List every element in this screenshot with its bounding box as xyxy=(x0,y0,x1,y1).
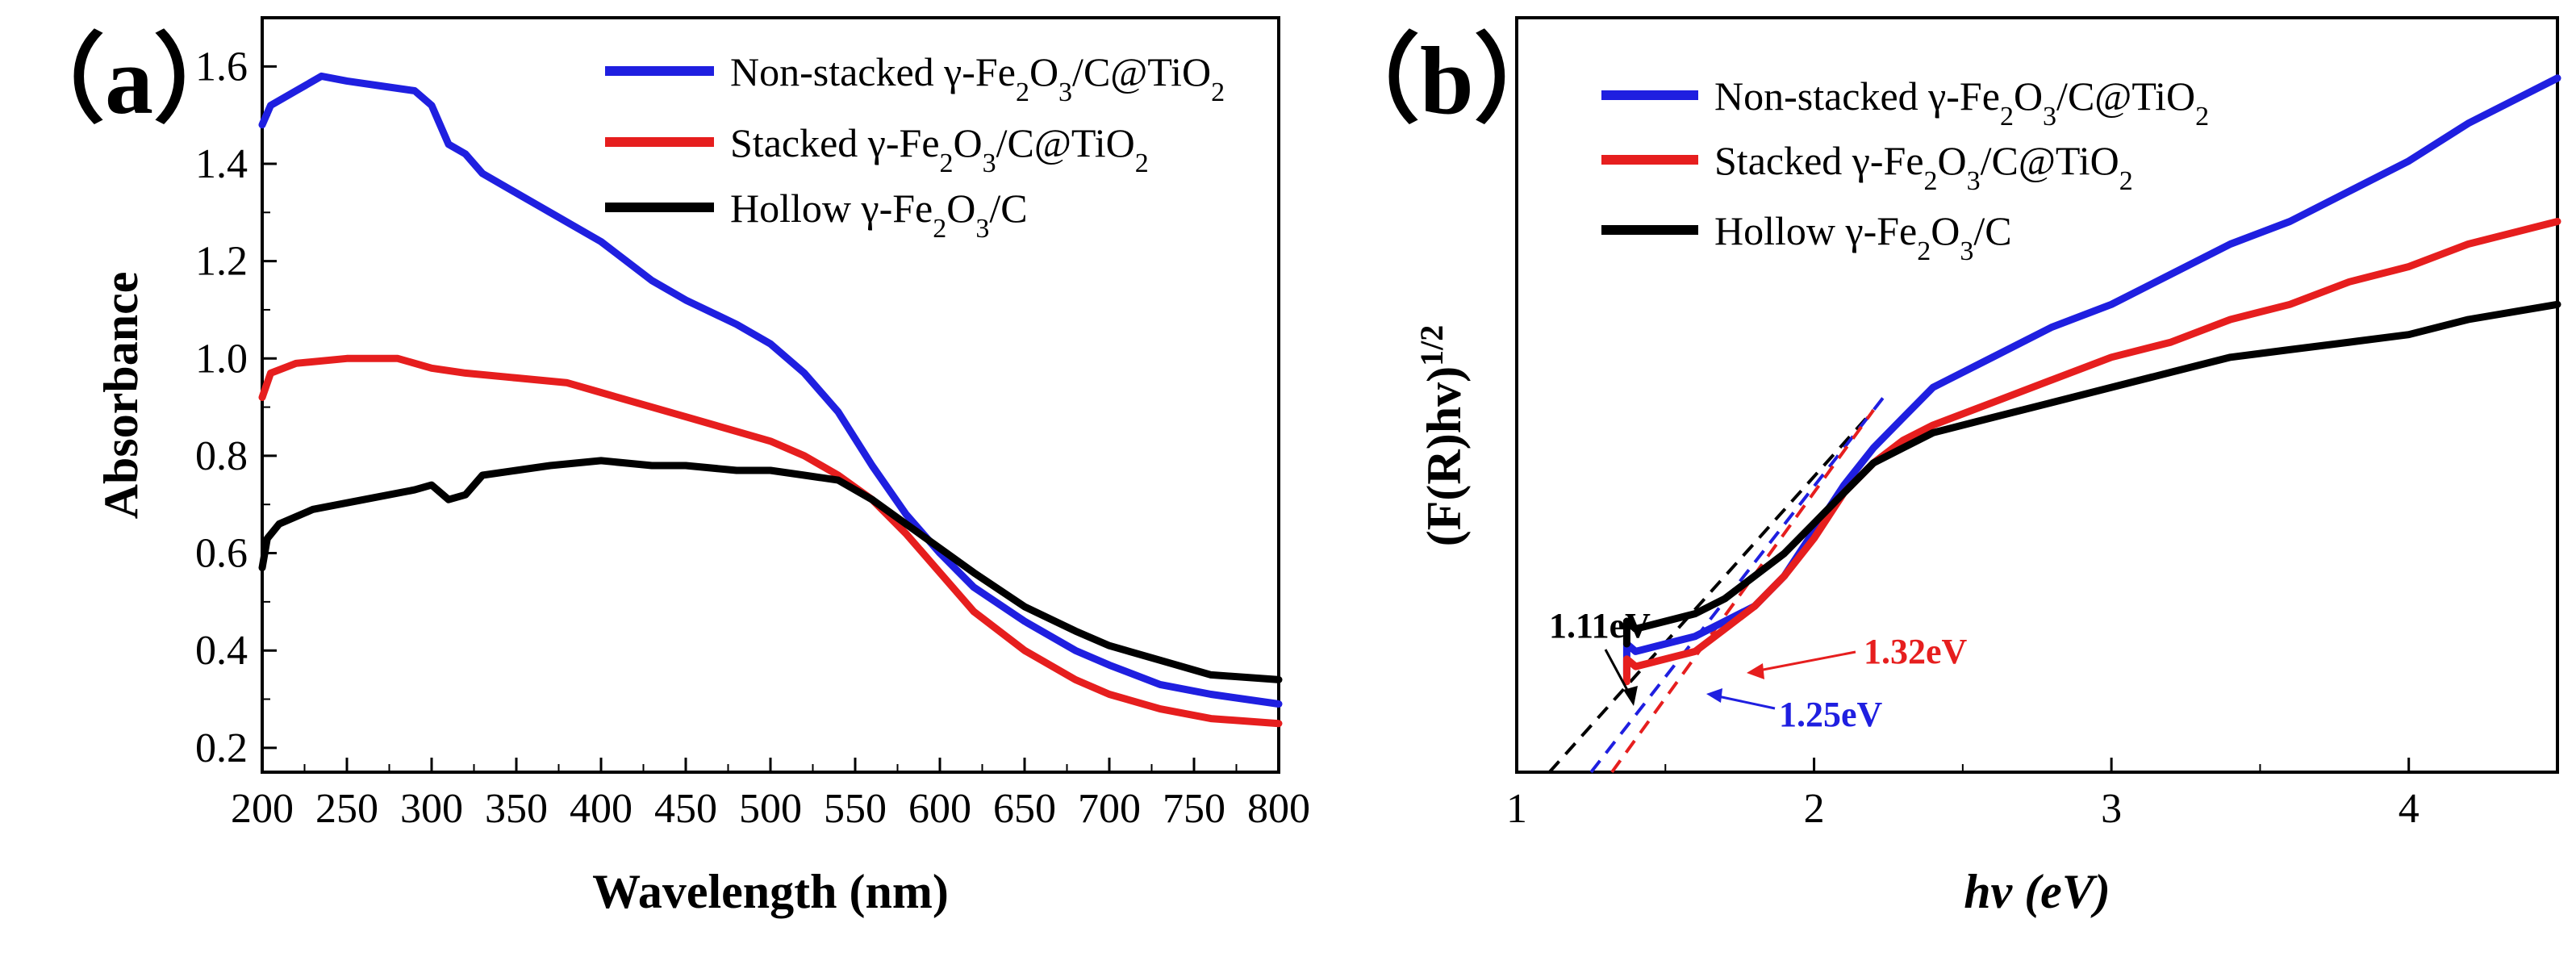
panel-b-tangent-line-3 xyxy=(1610,409,1875,774)
annotation-1-32ev: 1.32eV xyxy=(1864,632,1968,671)
panel-a-y-tick-label: 1.4 xyxy=(195,141,248,187)
panel-a-series-line-2 xyxy=(258,354,1283,728)
panel-b-legend: Non-stacked γ-Fe2O3/C@TiO2 Stacked γ-Fe2… xyxy=(1601,73,2209,266)
panel-b-series-line-3 xyxy=(1622,300,2561,648)
panel-a-x-tick-label: 500 xyxy=(739,786,802,832)
panel-a-y-tick-label: 0.2 xyxy=(195,725,248,771)
panel-b-annotations: 1.11eV 1.32eV 1.25eV xyxy=(1549,606,1968,734)
panel-b-x-tick-label: 1 xyxy=(1506,786,1527,832)
panel-a-series xyxy=(258,72,1283,728)
panel-b-legend-label-3: Hollow γ-Fe2O3/C xyxy=(1714,208,2012,266)
panel-a-legend-label-3: Hollow γ-Fe2O3/C xyxy=(730,186,1028,244)
panel-a-x-tick-label: 750 xyxy=(1163,786,1225,832)
annotation-1-32ev-arrow xyxy=(1754,650,1856,673)
panel-a-x-tick-label: 200 xyxy=(231,786,294,832)
panel-b: （b） 1 2 3 4 hv (eV) (F(R)hv)1/2 Non-stacked… xyxy=(1323,16,2561,918)
panel-a-label: （a） xyxy=(8,27,250,134)
panel-b-plot-frame xyxy=(1515,16,2559,774)
panel-b-tangent-lines xyxy=(1548,390,1890,774)
panel-b-series xyxy=(1622,74,2561,686)
panel-a-x-tick-label: 400 xyxy=(570,786,633,832)
panel-a-x-tick-label: 300 xyxy=(400,786,463,832)
annotation-1-11ev-arrowhead xyxy=(1623,686,1638,706)
panel-b-ticks: 1 2 3 4 xyxy=(1506,758,2419,832)
panel-b-x-tick-label: 3 xyxy=(2101,786,2122,832)
panel-a-x-tick-label: 600 xyxy=(908,786,971,832)
panel-a-x-tick-label: 650 xyxy=(993,786,1056,832)
panel-b-series-line-1 xyxy=(1622,74,2561,678)
annotation-1-25ev-arrow xyxy=(1714,694,1776,710)
panel-b-series-line-2 xyxy=(1622,218,2561,686)
panel-b-legend-label-1: Non-stacked γ-Fe2O3/C@TiO2 xyxy=(1714,73,2209,132)
panel-b-tangent-line-1 xyxy=(1548,408,1875,774)
panel-a-legend: Non-stacked γ-Fe2O3/C@TiO2 Stacked γ-Fe2… xyxy=(605,49,1225,244)
panel-b-tangent-line-2 xyxy=(1589,390,1890,774)
panel-a-y-tick-label: 0.4 xyxy=(195,628,248,674)
panel-a-x-tick-label: 550 xyxy=(824,786,887,832)
panel-a-y-axis-title: Absorbance xyxy=(94,272,148,520)
panel-a-ticks: 200 250 300 350 400 450 500 550 600 650 700 750 800 0… xyxy=(195,44,1310,832)
panel-a-series-line-3 xyxy=(258,457,1283,683)
panel-a-legend-label-1: Non-stacked γ-Fe2O3/C@TiO2 xyxy=(730,49,1225,107)
panel-a-y-tick-label: 1.2 xyxy=(195,239,248,285)
annotation-1-25ev: 1.25eV xyxy=(1779,695,1883,734)
annotation-1-11ev: 1.11eV xyxy=(1549,606,1651,645)
panel-a: （a） 200 250 300 350 400 450 500 550 600 650 700 750… xyxy=(8,16,1310,918)
panel-b-x-tick-label: 4 xyxy=(2399,786,2419,832)
panel-b-x-tick-label: 2 xyxy=(1804,786,1825,832)
panel-a-x-tick-label: 450 xyxy=(654,786,717,832)
panel-b-legend-label-2: Stacked γ-Fe2O3/C@TiO2 xyxy=(1714,138,2133,196)
panel-a-x-tick-label: 700 xyxy=(1078,786,1141,832)
panel-a-y-tick-label: 1.6 xyxy=(195,44,248,90)
panel-a-y-tick-label: 1.0 xyxy=(195,336,248,382)
panel-a-x-tick-label: 250 xyxy=(315,786,378,832)
panel-b-y-axis-title: (F(R)hv)1/2 xyxy=(1413,325,1472,546)
panel-b-x-axis-title: hv (eV) xyxy=(1964,865,2110,918)
panel-a-y-tick-label: 0.8 xyxy=(195,433,248,479)
panel-a-y-tick-label: 0.6 xyxy=(195,531,248,577)
panel-b-label: （b） xyxy=(1323,27,1571,134)
annotation-1-25ev-arrowhead xyxy=(1706,688,1722,703)
panel-a-x-tick-label: 350 xyxy=(485,786,548,832)
panel-a-x-axis-title: Wavelength (nm) xyxy=(592,865,949,918)
panel-a-x-tick-label: 800 xyxy=(1247,786,1310,832)
panel-a-legend-label-2: Stacked γ-Fe2O3/C@TiO2 xyxy=(730,120,1149,178)
panel-a-series-line-1 xyxy=(258,72,1283,708)
annotation-1-32ev-arrowhead xyxy=(1747,663,1764,679)
